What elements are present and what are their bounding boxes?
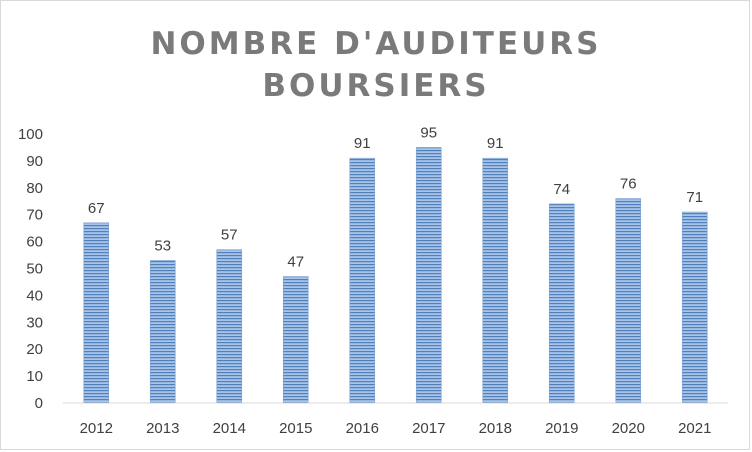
data-label-2017: 95 xyxy=(420,124,437,141)
data-label-2016: 91 xyxy=(354,135,371,152)
x-tick-label-2017: 2017 xyxy=(412,420,445,437)
x-tick-label-2016: 2016 xyxy=(346,420,379,437)
y-tick-label: 30 xyxy=(26,314,43,331)
y-tick-label: 90 xyxy=(26,153,43,170)
chart-title-line-2: BOURSIERS xyxy=(262,68,490,104)
bar-2015 xyxy=(282,276,309,404)
y-tick-label: 40 xyxy=(26,287,43,304)
data-label-2021: 71 xyxy=(686,189,703,206)
x-tick-label-2015: 2015 xyxy=(279,420,312,437)
x-axis: 2012 2013 2014 2015 2016 2017 2018 2019 2020 2021 xyxy=(63,402,728,437)
bar-2019 xyxy=(548,203,575,404)
bar-2013 xyxy=(149,260,176,404)
y-tick-label: 60 xyxy=(26,234,43,251)
data-label-2015: 47 xyxy=(287,254,304,271)
bars: 67 53 57 47 91 95 91 74 76 71 xyxy=(83,124,708,404)
data-label-2018: 91 xyxy=(487,135,504,152)
y-axis: 0 10 20 30 40 50 60 70 80 90 100 xyxy=(18,126,43,412)
data-label-2013: 53 xyxy=(154,237,171,254)
x-tick-label-2012: 2012 xyxy=(80,420,113,437)
bar-2012 xyxy=(83,222,110,404)
bar-2020 xyxy=(615,198,642,404)
y-tick-label: 80 xyxy=(26,180,43,197)
y-tick-label: 50 xyxy=(26,261,43,278)
data-label-2012: 67 xyxy=(88,200,105,217)
y-tick-label: 0 xyxy=(35,395,43,412)
y-tick-label: 20 xyxy=(26,341,43,358)
bar-2016 xyxy=(349,157,376,404)
x-tick-label-2019: 2019 xyxy=(545,420,578,437)
data-label-2020: 76 xyxy=(620,176,637,193)
bar-2014 xyxy=(216,249,243,404)
bar-2021 xyxy=(681,211,708,404)
bar-2018 xyxy=(482,157,509,404)
chart-title: NOMBRE D'AUDITEURS BOURSIERS xyxy=(1,23,751,107)
data-label-2014: 57 xyxy=(221,227,238,244)
x-tick-label-2014: 2014 xyxy=(213,420,246,437)
data-label-2019: 74 xyxy=(553,181,570,198)
y-tick-label: 10 xyxy=(26,368,43,385)
x-tick-label-2020: 2020 xyxy=(612,420,645,437)
y-tick-label: 70 xyxy=(26,207,43,224)
y-tick-label: 100 xyxy=(18,126,43,143)
x-tick-label-2013: 2013 xyxy=(146,420,179,437)
chart-title-line-1: NOMBRE D'AUDITEURS xyxy=(150,26,602,62)
bar-2017 xyxy=(415,147,442,404)
x-tick-label-2018: 2018 xyxy=(479,420,512,437)
x-tick-label-2021: 2021 xyxy=(678,420,711,437)
